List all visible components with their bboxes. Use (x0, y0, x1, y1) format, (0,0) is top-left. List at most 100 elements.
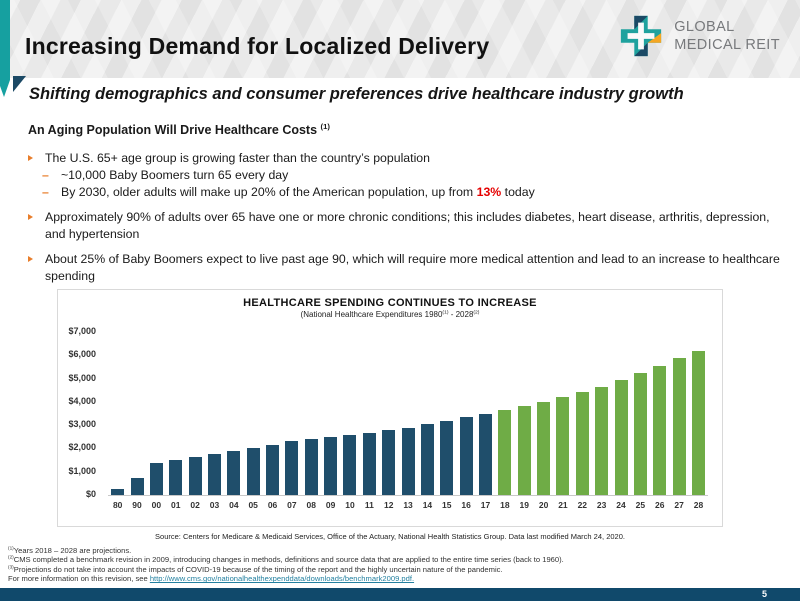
chart-y-axis: $0 $1,000 $2,000 $3,000 $4,000 $5,000 $6,000 $7… (58, 326, 102, 499)
logo-line1: GLOBAL (674, 19, 735, 35)
bullet-item: The U.S. 65+ age group is growing faster… (28, 150, 782, 167)
chart-bar-cell (476, 332, 495, 495)
chart-bar-cell (631, 332, 650, 495)
bullet-arrow-icon (28, 256, 33, 262)
chart-bar-27 (672, 357, 686, 495)
footnote-1: (1)Years 2018 – 2028 are projections. (8, 546, 564, 555)
dash-icon: – (42, 168, 49, 182)
chart-bars (108, 332, 708, 495)
sub-bullet-text-pre: By 2030, older adults will make up 20% o… (61, 185, 477, 199)
bullet-section: An Aging Population Will Drive Healthcar… (28, 122, 782, 285)
chart-bar-11 (362, 432, 376, 495)
section-heading: An Aging Population Will Drive Healthcar… (28, 122, 782, 139)
chart-bar-cell (205, 332, 224, 495)
sub-bullet-text-post: today (501, 185, 535, 199)
bullet-item: Approximately 90% of adults over 65 have… (28, 209, 782, 243)
y-tick-label: $3,000 (68, 419, 96, 430)
chart-bar-cell (360, 332, 379, 495)
chart-bar-cell (263, 332, 282, 495)
chart-bar-cell (224, 332, 243, 495)
chart-title: HEALTHCARE SPENDING CONTINUES TO INCREAS… (243, 297, 537, 309)
chart-plot-area (108, 332, 708, 496)
chart-bar-03 (207, 453, 221, 495)
chart-bar-18 (498, 410, 512, 495)
x-tick-label: 15 (442, 500, 452, 510)
footnote-2-sup: (2) (8, 554, 14, 560)
chart-subtitle-p2: - 2028 (448, 310, 474, 319)
x-tick-label: 17 (480, 500, 491, 510)
x-tick-label: 07 (287, 500, 297, 510)
chart-bar-08 (304, 439, 318, 495)
chart-subtitle-sup1: (1) (442, 310, 449, 316)
x-tick-label: 16 (461, 500, 471, 510)
chart-bar-cell (573, 332, 592, 495)
chart-bar-15 (440, 420, 454, 495)
chart-bar-cell (340, 332, 359, 495)
chart-bar-23 (595, 386, 609, 495)
highlighted-stat: 13% (476, 185, 502, 199)
bullet-arrow-icon (28, 214, 33, 220)
chart-bar-cell (127, 332, 146, 495)
chart-bar-cell (534, 332, 553, 495)
chart-bar-10 (343, 434, 357, 495)
sub-bullet-text: ~10,000 Baby Boomers turn 65 every day (61, 168, 289, 182)
footnote-4-text: For more information on this revision, s… (8, 574, 150, 584)
logo-text: GLOBAL MEDICAL REIT (674, 18, 780, 54)
chart-bar-cell (108, 332, 127, 495)
sub-bullet-text: By 2030, older adults will make up 20% o… (61, 184, 782, 201)
chart-bar-cell (302, 332, 321, 495)
chart-subtitle: (National Healthcare Expenditures 1980(1… (58, 310, 722, 319)
x-tick-label: 20 (538, 500, 549, 510)
gmre-cross-icon (621, 15, 662, 57)
chart-bar-09 (324, 436, 338, 495)
x-tick-label: 12 (383, 500, 394, 510)
chart-bar-cell (515, 332, 534, 495)
chart-bar-28 (691, 350, 705, 495)
dash-icon: – (42, 185, 49, 199)
chart-bar-21 (556, 396, 570, 495)
footnote-1-sup: (1) (8, 545, 14, 551)
x-tick-label: 03 (209, 500, 220, 510)
chart-bar-cell (185, 332, 204, 495)
x-tick-label: 01 (171, 500, 181, 510)
chart-bar-cell (689, 332, 708, 495)
chart-bar-cell (244, 332, 263, 495)
bullet-text: The U.S. 65+ age group is growing faster… (45, 151, 430, 165)
section-heading-text: An Aging Population Will Drive Healthcar… (28, 123, 318, 137)
chart-subtitle-p1: (National Healthcare Expenditures 1980 (300, 310, 443, 319)
chart-bar-80 (111, 488, 125, 495)
chart-bar-17 (479, 413, 492, 495)
chart-source-note: Source: Centers for Medicare & Medicaid … (155, 532, 625, 541)
chart-bar-90 (130, 478, 144, 495)
x-tick-label: 26 (655, 500, 665, 510)
chart-bar-cell (418, 332, 437, 495)
x-tick-label: 18 (500, 500, 510, 510)
healthcare-spending-chart: HEALTHCARE SPENDING CONTINUES TO INCREAS… (57, 289, 723, 527)
chart-bar-20 (537, 401, 551, 495)
slide-subtitle: Shifting demographics and consumer prefe… (29, 85, 684, 103)
bullet-text: About 25% of Baby Boomers expect to live… (45, 252, 780, 283)
company-logo: GLOBAL MEDICAL REIT (618, 13, 780, 59)
x-tick-label: 23 (596, 500, 607, 510)
chart-bar-26 (653, 365, 667, 495)
footnote-1-text: Years 2018 – 2028 are projections. (13, 546, 132, 555)
x-tick-label: 22 (577, 500, 588, 510)
x-tick-label: 05 (248, 500, 258, 510)
chart-bar-22 (575, 392, 589, 495)
section-heading-superscript: (1) (320, 121, 331, 131)
cms-benchmark-link[interactable]: http://www.cms.gov/nationalhealthexpendd… (149, 574, 415, 584)
x-tick-label: 09 (325, 500, 336, 510)
bullet-item: About 25% of Baby Boomers expect to live… (28, 251, 782, 285)
x-tick-label: 25 (635, 500, 646, 510)
chart-bar-01 (169, 460, 183, 495)
chart-bar-cell (669, 332, 688, 495)
footnote-3: (3)Projections do not take into account … (8, 564, 564, 574)
x-tick-label: 24 (616, 500, 626, 510)
chart-bar-02 (188, 457, 202, 495)
teal-accent-ribbon-icon (0, 0, 26, 97)
chart-subtitle-sup2: (2) (473, 310, 480, 316)
bullet-arrow-icon (28, 155, 33, 161)
bullet-text: Approximately 90% of adults over 65 have… (45, 210, 770, 241)
chart-bar-cell (456, 332, 475, 495)
x-tick-label: 11 (364, 500, 374, 510)
